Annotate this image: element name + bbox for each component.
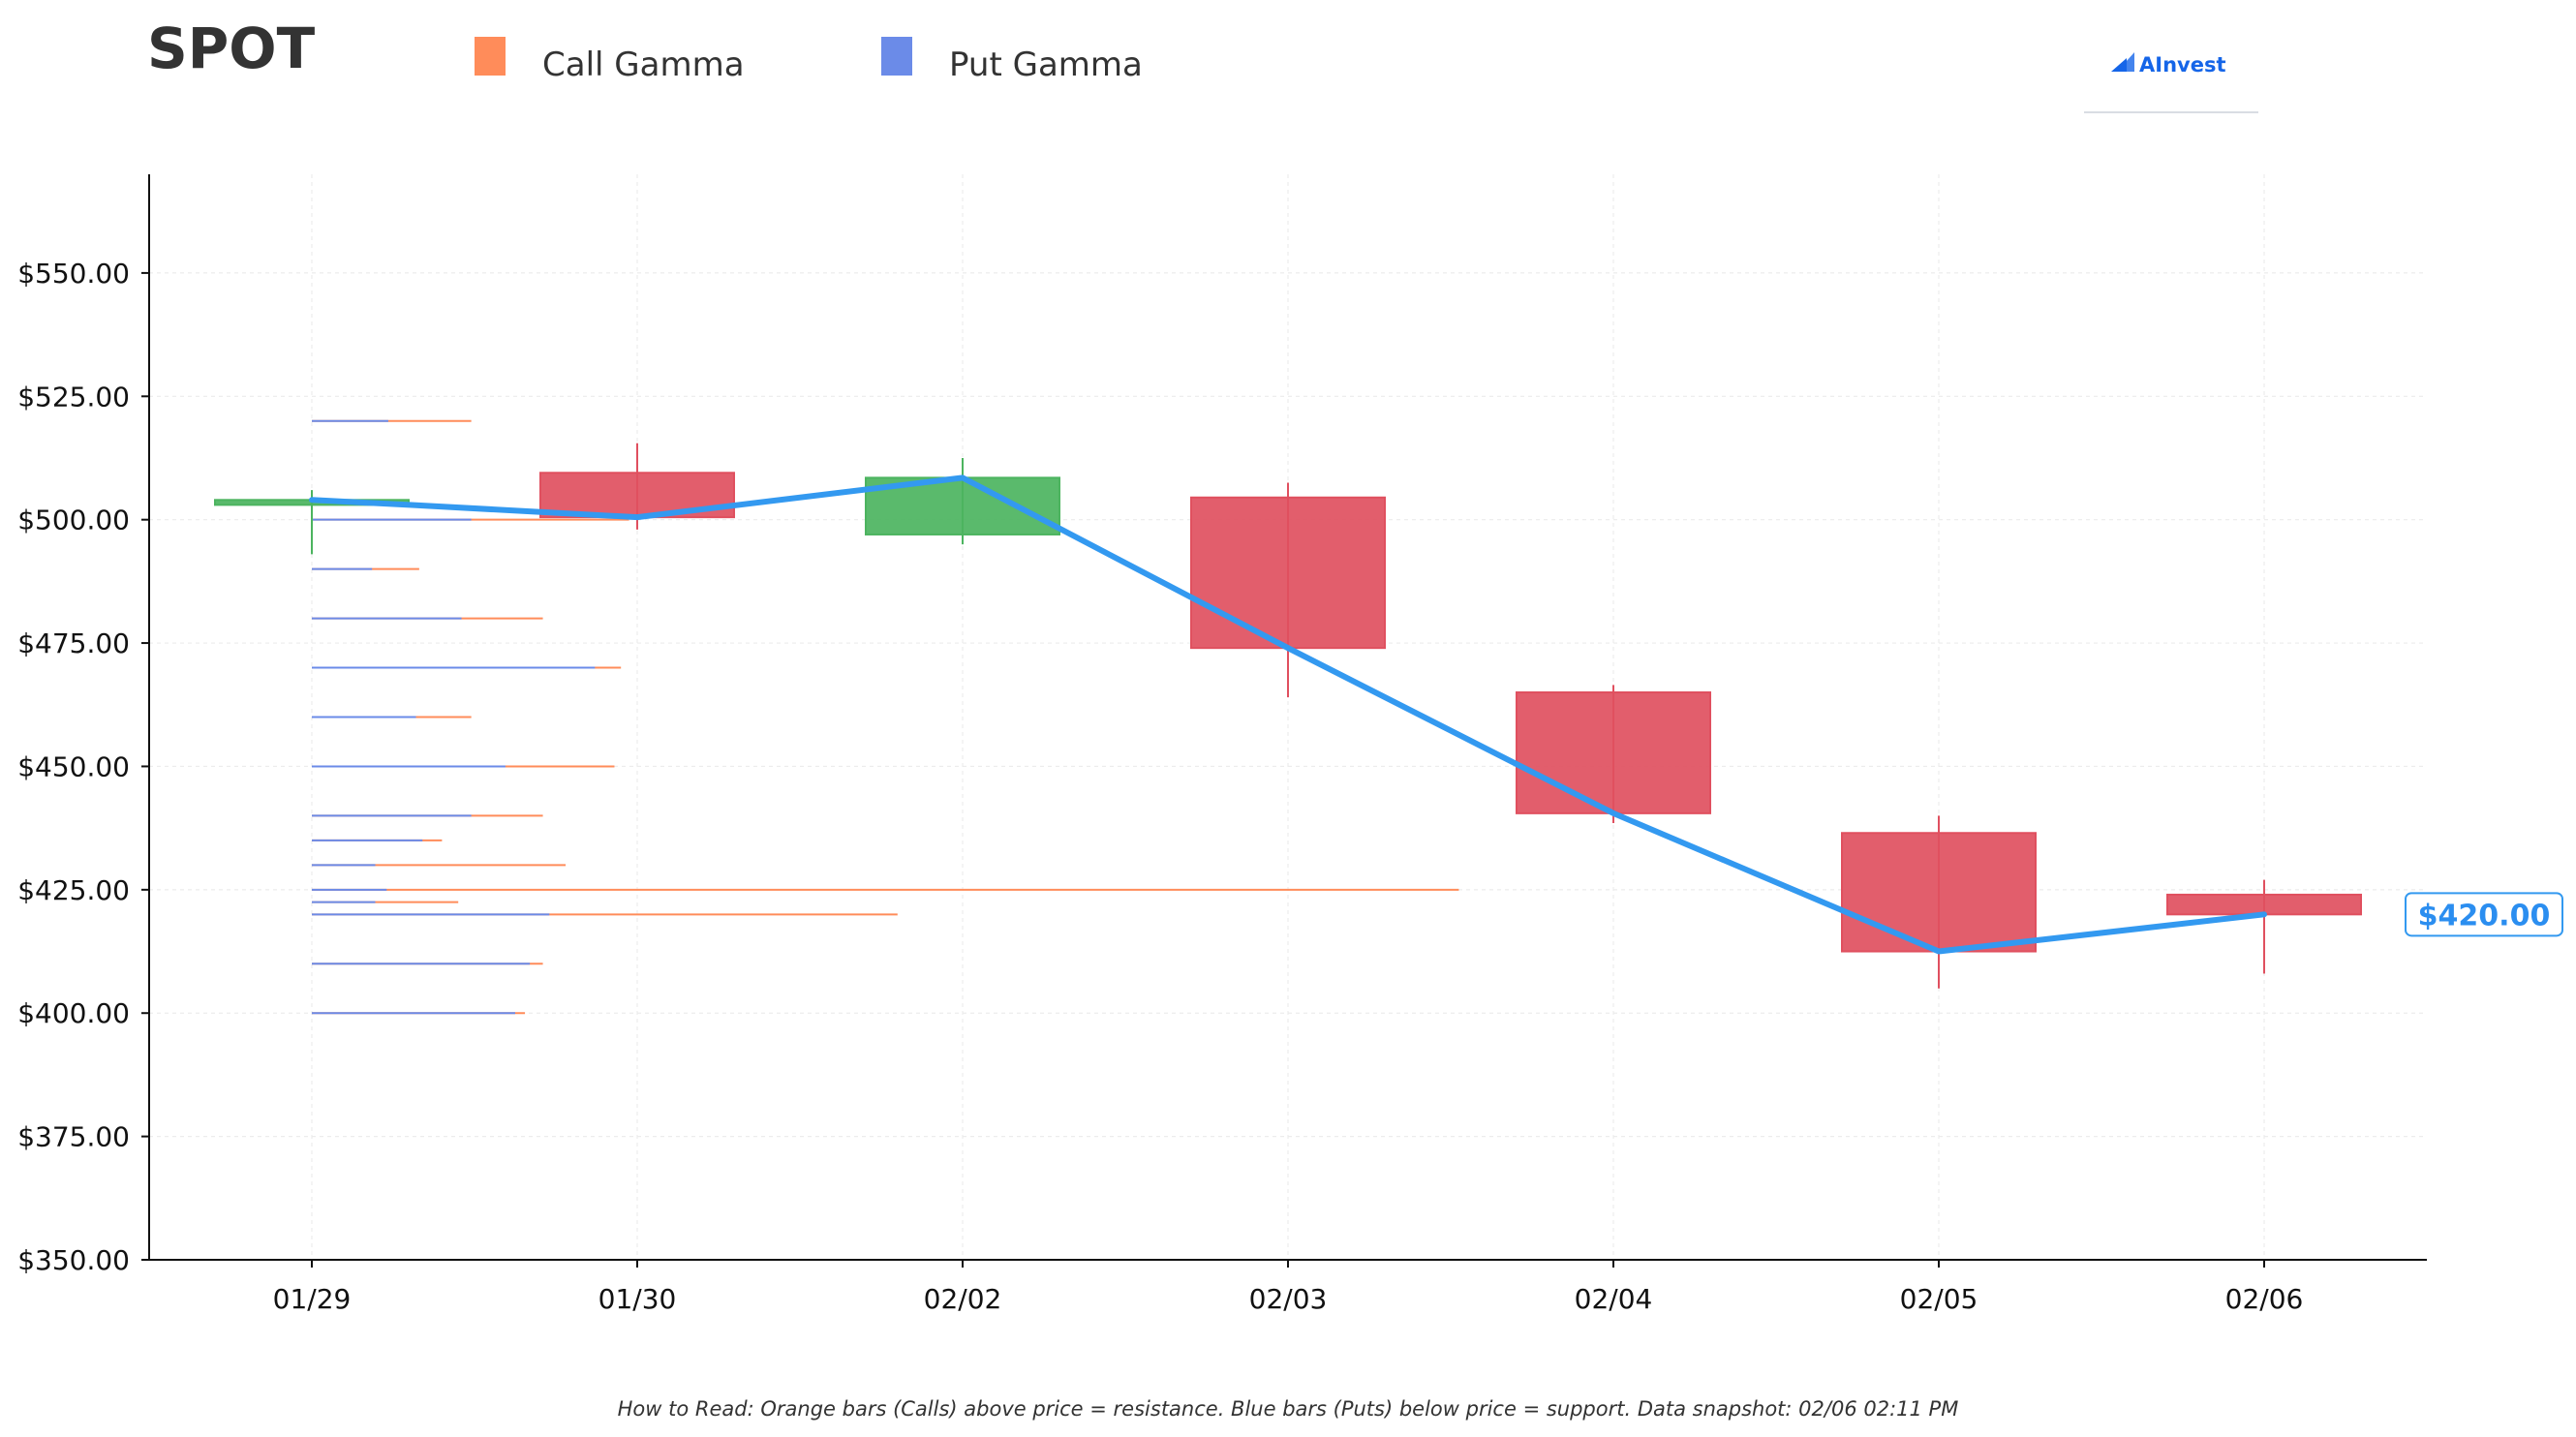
legend-call-label: Call Gamma — [542, 46, 745, 84]
legend-put-swatch — [881, 37, 912, 76]
y-tick-label: $450.00 — [17, 750, 130, 782]
candlesticks — [214, 443, 2362, 989]
last-price-label: $420.00 — [2418, 899, 2551, 933]
candle-body — [1841, 832, 2037, 953]
how-to-read-caption: How to Read: Orange bars (Calls) above p… — [618, 1397, 1959, 1421]
candle-body — [2166, 893, 2362, 916]
axis-labels: $350.00 $375.00 $400.00 $425.00 $450.00 $475.… — [17, 258, 2563, 1315]
axes — [141, 174, 2427, 1268]
ainvest-logo-icon: AInvest — [2084, 52, 2258, 113]
candle-body — [1190, 496, 1386, 650]
x-tick-label: 02/03 — [1249, 1283, 1328, 1315]
chart-title: SPOT — [147, 15, 316, 81]
y-tick-label: $425.00 — [17, 874, 130, 906]
y-tick-label: $475.00 — [17, 627, 130, 659]
x-tick-label: 01/29 — [273, 1283, 352, 1315]
y-tick-label: $350.00 — [17, 1244, 130, 1276]
grid-lines — [149, 174, 2427, 1260]
candle-body — [1516, 691, 1711, 814]
legend-call-swatch — [475, 37, 506, 76]
y-tick-label: $525.00 — [17, 381, 130, 413]
price-line-path — [309, 474, 2267, 955]
y-tick-label: $375.00 — [17, 1121, 130, 1153]
y-tick-label: $400.00 — [17, 997, 130, 1029]
price-line — [309, 474, 2267, 955]
logo-text: AInvest — [2139, 53, 2226, 76]
x-tick-label: 02/04 — [1575, 1283, 1653, 1315]
gamma-bars — [312, 419, 1459, 1015]
x-tick-label: 02/06 — [2225, 1283, 2304, 1315]
x-tick-label: 02/05 — [1900, 1283, 1978, 1315]
x-tick-label: 02/02 — [924, 1283, 1002, 1315]
x-tick-label: 01/30 — [598, 1283, 677, 1315]
y-tick-label: $550.00 — [17, 258, 130, 290]
legend-put-label: Put Gamma — [949, 46, 1143, 84]
last-price-box — [2405, 892, 2563, 937]
y-tick-label: $500.00 — [17, 504, 130, 536]
